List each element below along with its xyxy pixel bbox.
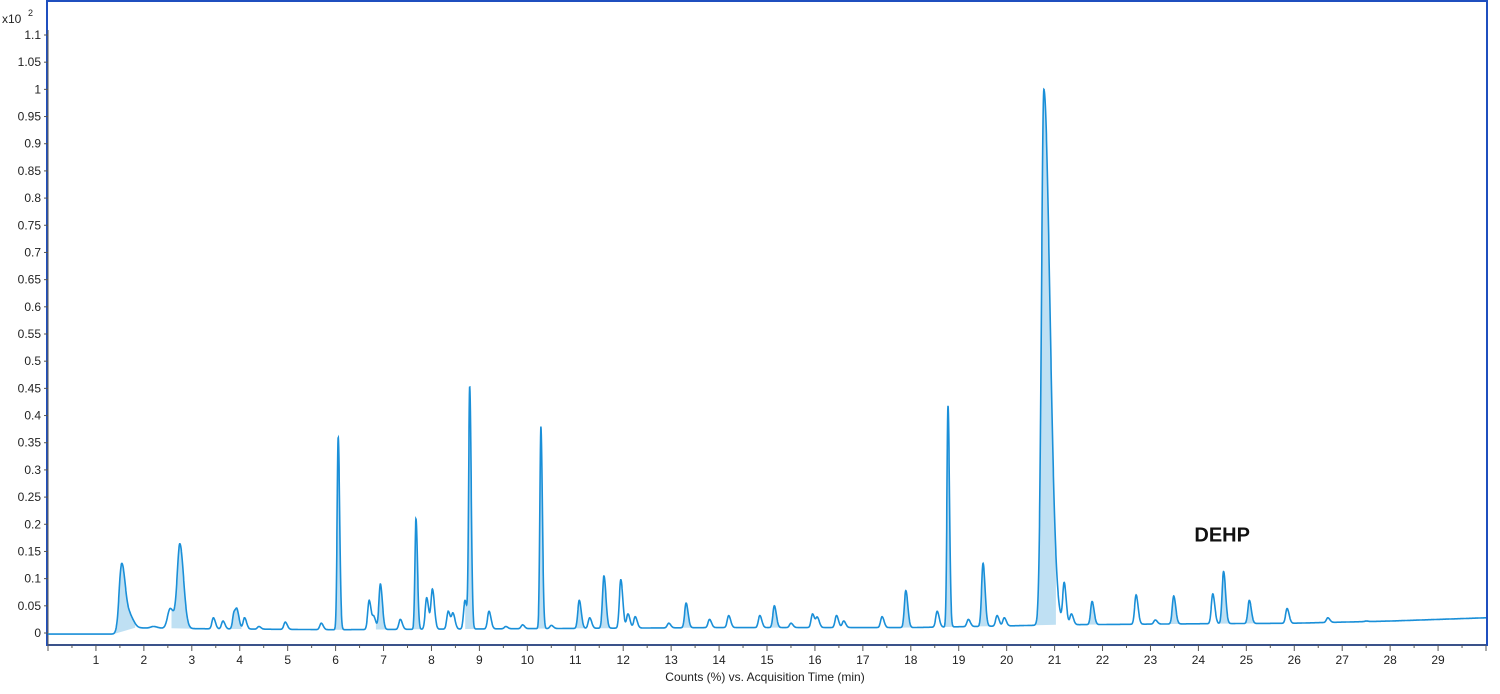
x-tick-label: 20 bbox=[1000, 653, 1014, 667]
y-tick-label: 0.9 bbox=[24, 137, 41, 151]
x-tick-label: 24 bbox=[1192, 653, 1206, 667]
peak-area bbox=[375, 584, 388, 630]
peak-area bbox=[901, 590, 914, 628]
peak-area bbox=[681, 603, 694, 628]
x-tick-label: 19 bbox=[952, 653, 966, 667]
x-axis-title: Counts (%) vs. Acquisition Time (min) bbox=[665, 670, 864, 684]
y-tick-label: 1.05 bbox=[18, 55, 42, 69]
x-tick-label: 3 bbox=[188, 653, 195, 667]
peak-area bbox=[1036, 89, 1056, 626]
x-tick-label: 17 bbox=[856, 653, 870, 667]
y-tick-label: 0.5 bbox=[24, 354, 41, 368]
tic-trace bbox=[48, 87, 1486, 635]
plot-frame bbox=[46, 0, 1488, 646]
annotation-label: DEHP bbox=[1194, 525, 1250, 547]
y-tick-label: 0.8 bbox=[24, 191, 41, 205]
peak-area bbox=[599, 576, 612, 629]
x-tick-label: 21 bbox=[1048, 653, 1062, 667]
chromatogram-trace bbox=[48, 87, 1486, 635]
x-tick-label: 28 bbox=[1383, 653, 1397, 667]
x-tick-label: 10 bbox=[521, 653, 535, 667]
peak-label: 21.782 bbox=[1072, 0, 1112, 3]
y-tick-label: 0 bbox=[34, 626, 41, 640]
peak-area bbox=[1087, 601, 1100, 625]
peak-label: 11.598 bbox=[585, 0, 624, 3]
peak-label: 10.283 bbox=[521, 0, 561, 3]
peak-area bbox=[113, 563, 136, 635]
peak-area bbox=[171, 543, 194, 629]
x-tick-label: 29 bbox=[1431, 653, 1445, 667]
peak-label: 13.312 bbox=[666, 0, 706, 3]
peak-area bbox=[769, 605, 782, 628]
x-tick-label: 13 bbox=[664, 653, 678, 667]
scale-label: x10 bbox=[2, 12, 22, 26]
y-tick-label: 1.1 bbox=[24, 28, 41, 42]
peak-label: 1.540 bbox=[106, 0, 139, 3]
x-tick-label: 16 bbox=[808, 653, 822, 667]
x-tick-label: 4 bbox=[236, 653, 243, 667]
x-tick-label: 27 bbox=[1336, 653, 1350, 667]
y-tick-label: 0.75 bbox=[18, 218, 42, 232]
y-tick-label: 0.65 bbox=[18, 273, 42, 287]
y-tick-label: 1 bbox=[34, 82, 41, 96]
peak-label: 25.062 bbox=[1229, 0, 1269, 3]
x-tick-label: 26 bbox=[1288, 653, 1302, 667]
x-tick-label: 14 bbox=[712, 653, 726, 667]
peak-label: 24.525 bbox=[1204, 0, 1244, 3]
x-tick-label: 5 bbox=[284, 653, 291, 667]
y-tick-label: 0.55 bbox=[18, 327, 42, 341]
x-tick-label: 11 bbox=[569, 653, 582, 667]
y-tick-label: 0.15 bbox=[18, 544, 42, 558]
x-tick-label: 6 bbox=[332, 653, 339, 667]
y-tick-label: 0.6 bbox=[24, 300, 41, 314]
y-tick-label: 0.1 bbox=[24, 572, 41, 586]
x-tick-label: 23 bbox=[1144, 653, 1158, 667]
y-tick-label: 0.7 bbox=[24, 245, 41, 259]
peak-label: 17.896 bbox=[886, 0, 926, 3]
x-tick-label: 18 bbox=[904, 653, 918, 667]
x-tick-label: 12 bbox=[617, 653, 631, 667]
peak-area bbox=[1169, 596, 1181, 624]
x-tick-label: 8 bbox=[428, 653, 435, 667]
y-tick-label: 0.3 bbox=[24, 463, 41, 477]
peak-label: 19.507 bbox=[963, 0, 1003, 3]
peak-area bbox=[574, 600, 587, 629]
peak-area bbox=[1244, 600, 1257, 624]
peak-label: 3.883 bbox=[218, 0, 251, 3]
y-tick-label: 0.05 bbox=[18, 599, 42, 613]
x-tick-label: 25 bbox=[1240, 653, 1254, 667]
peak-label: 6.934 bbox=[364, 0, 397, 3]
y-axis-ticks: 0 0.05 0.1 0.15 0.2 0.25 0.3 0.35 0.4 0.45 0.5 0.55… bbox=[18, 28, 48, 640]
peak-label: 18.776 bbox=[928, 0, 968, 3]
y-tick-label: 0.95 bbox=[18, 110, 42, 124]
peak-label: 23.485 bbox=[1154, 0, 1194, 3]
peak-labels: 1.540 2.751 3.883 6.054 6.9347.677 8.798 10.28… bbox=[106, 0, 1270, 3]
y-tick-label: 0.85 bbox=[18, 164, 42, 178]
annotations: DEHP bbox=[1194, 525, 1250, 547]
x-axis-ticks: 1 2 3 4 5 6 7 8 9 10 11 12 13 14 15 16 17 18 19 20 21 22 23 24 2… bbox=[47, 645, 1487, 667]
peak-label: 20.776 bbox=[1024, 0, 1064, 3]
y-tick-label: 0.2 bbox=[24, 517, 41, 531]
y-tick-label: 0.25 bbox=[18, 490, 42, 504]
x-tick-label: 9 bbox=[476, 653, 483, 667]
peak-label: 2.751 bbox=[164, 0, 197, 3]
peak-label: 11.083 bbox=[560, 0, 599, 3]
peak-label: 7.677 bbox=[400, 0, 433, 3]
peak-label: 6.054 bbox=[322, 0, 355, 3]
peak-label: 8.798 bbox=[453, 0, 486, 3]
peak-area bbox=[1219, 571, 1231, 624]
x-tick-label: 2 bbox=[141, 653, 148, 667]
scale-exponent: 2 bbox=[28, 8, 33, 18]
x-tick-label: 7 bbox=[380, 653, 387, 667]
y-tick-label: 0.45 bbox=[18, 381, 42, 395]
y-tick-label: 0.4 bbox=[24, 409, 41, 423]
peak-label: 15.153 bbox=[754, 0, 794, 3]
x-tick-label: 1 bbox=[93, 653, 100, 667]
y-tick-label: 0.35 bbox=[18, 436, 42, 450]
x-tick-label: 22 bbox=[1096, 653, 1110, 667]
peak-area bbox=[978, 563, 991, 627]
x-tick-label: 15 bbox=[760, 653, 774, 667]
